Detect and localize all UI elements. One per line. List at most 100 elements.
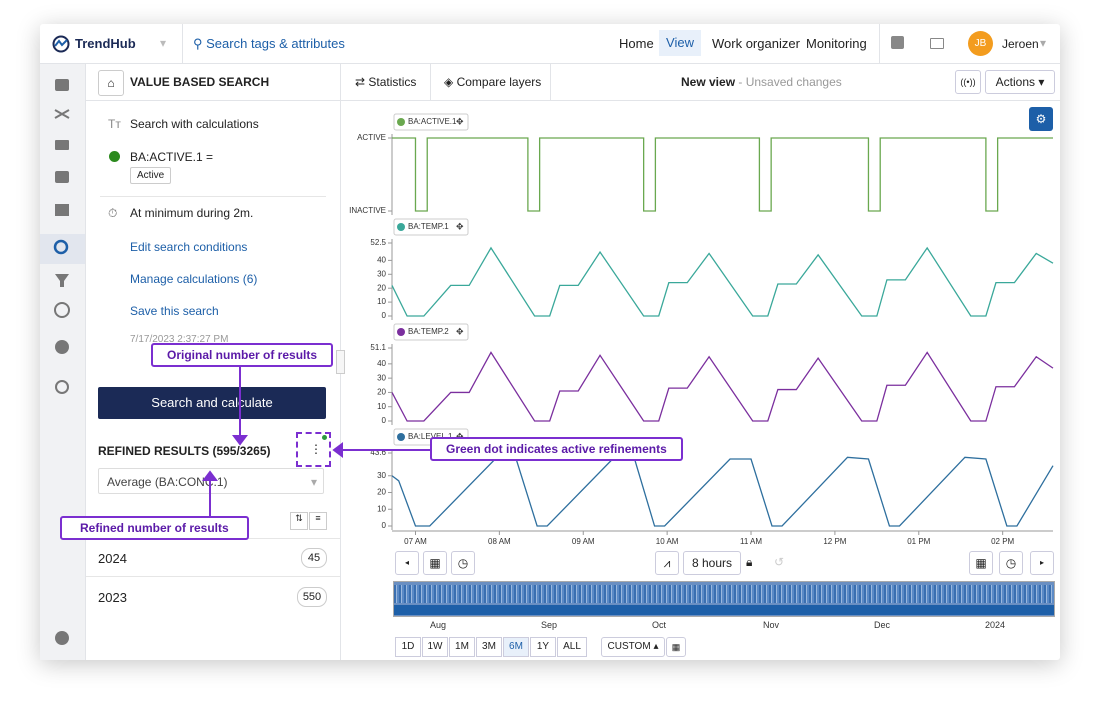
manage-link[interactable]: Manage calculations (6) xyxy=(130,272,258,286)
navigator[interactable] xyxy=(393,581,1055,617)
chart-type-button[interactable]: ⩘ xyxy=(655,551,679,575)
user-name[interactable]: Jeroen xyxy=(1002,37,1039,51)
search-text: Search tags & attributes xyxy=(206,36,345,51)
range-button[interactable]: ALL xyxy=(557,637,587,657)
reset-icon[interactable]: ↺ xyxy=(774,555,785,569)
y-tick-label: 0 xyxy=(382,521,387,530)
user-caret[interactable]: ▾ xyxy=(1040,36,1047,50)
navigator-label: Sep xyxy=(541,620,558,630)
y-tick-label: 10 xyxy=(377,297,386,306)
actions-text: Actions xyxy=(995,75,1035,89)
x-tick-label: 12 PM xyxy=(823,537,846,546)
y-tick-label: 20 xyxy=(377,283,386,292)
mail-icon[interactable] xyxy=(930,38,944,49)
x-tick-label: 11 AM xyxy=(740,537,762,546)
calendar-button[interactable]: ▦ xyxy=(423,551,447,575)
x-tick-label: 02 PM xyxy=(991,537,1014,546)
resize-handle[interactable] xyxy=(336,350,345,374)
nav-view[interactable]: View xyxy=(659,30,701,56)
y-tick-label: 43.6 xyxy=(370,448,386,457)
range-button[interactable]: 1D xyxy=(395,637,421,657)
y-tick-label: 20 xyxy=(377,388,386,397)
range-button[interactable]: 6M xyxy=(503,637,529,657)
separator xyxy=(879,24,880,63)
x-tick-label: 09 AM xyxy=(572,537,595,546)
annotation: Refined number of results xyxy=(60,516,249,540)
range-button[interactable]: 3M xyxy=(476,637,502,657)
home-button[interactable]: ⌂ xyxy=(98,70,124,96)
row-label[interactable]: 2023 xyxy=(98,590,127,605)
navigator-label: Oct xyxy=(652,620,667,630)
separator xyxy=(100,196,326,197)
brand: TrendHub xyxy=(75,36,136,51)
range-button[interactable]: 1M xyxy=(449,637,475,657)
panel-title: VALUE BASED SEARCH xyxy=(130,75,270,89)
statistics[interactable]: ⇄ Statistics xyxy=(355,75,417,89)
custom-calendar[interactable]: ▦ xyxy=(666,637,686,657)
search-button[interactable]: Search and calculate xyxy=(98,387,326,419)
sort-button[interactable]: ≡ xyxy=(309,512,327,530)
row-label[interactable]: 2024 xyxy=(98,551,127,566)
tag-dot xyxy=(397,328,405,336)
side-rail xyxy=(40,64,86,660)
search-tags[interactable]: ⚲ Search tags & attributes xyxy=(193,36,345,51)
logo-icon xyxy=(52,35,70,53)
avatar[interactable]: JB xyxy=(968,31,993,56)
tag-name: BA:TEMP.2 xyxy=(408,327,449,336)
header xyxy=(40,24,1060,64)
annotation: Original number of results xyxy=(151,343,334,367)
range-button[interactable]: 1Y xyxy=(530,637,556,657)
nav-home[interactable]: Home xyxy=(619,36,654,51)
custom-button[interactable]: CUSTOM ▴ xyxy=(601,637,665,657)
calendar-button[interactable]: ▦ xyxy=(969,551,993,575)
tag-name: BA:ACTIVE.1 xyxy=(408,117,457,126)
save-link[interactable]: Save this search xyxy=(130,304,219,318)
navigator-label: Nov xyxy=(763,620,780,630)
clock-button[interactable]: ◷ xyxy=(999,551,1023,575)
compare-text: Compare layers xyxy=(456,75,542,89)
y-tick-label: ACTIVE xyxy=(357,133,386,142)
item: BA:ACTIVE.1 = xyxy=(130,150,214,164)
y-tick-label: 40 xyxy=(377,255,386,264)
y-tick-label: 0 xyxy=(382,311,387,320)
nav-monitoring[interactable]: Monitoring xyxy=(806,36,867,51)
separator xyxy=(86,576,340,577)
tag-move: ✥ xyxy=(456,326,464,336)
tag-move: ✥ xyxy=(456,116,464,126)
separator xyxy=(182,24,183,63)
actions-button[interactable]: Actions ▾ xyxy=(985,70,1055,94)
tag-name: BA:LEVEL.1 xyxy=(408,432,453,441)
y-tick-label: 10 xyxy=(377,402,386,411)
range-button[interactable]: 1W xyxy=(422,637,448,657)
tag-chip xyxy=(393,323,469,341)
edit-link[interactable]: Edit search conditions xyxy=(130,240,248,254)
nav-work-organizer[interactable]: Work organizer xyxy=(712,36,800,51)
prev-button[interactable]: ◂ xyxy=(395,551,419,575)
duration[interactable]: 8 hours xyxy=(683,551,741,575)
timestamp: 7/17/2023 2:37:27 PM xyxy=(130,334,229,345)
help-icon[interactable] xyxy=(891,36,904,49)
statistics-text: Statistics xyxy=(368,75,417,89)
live-button[interactable]: ((•)) xyxy=(955,70,981,94)
clock-button[interactable]: ◷ xyxy=(451,551,475,575)
compare-layers[interactable]: ◈ Compare layers xyxy=(444,75,542,89)
chip: Active xyxy=(130,167,172,184)
trend-line xyxy=(391,246,1054,317)
tag-move: ✥ xyxy=(456,221,464,231)
menu-button[interactable]: ⋮ xyxy=(296,432,331,467)
y-tick-label: 30 xyxy=(377,471,386,480)
x-tick-label: 07 AM xyxy=(404,537,427,546)
next-button[interactable]: ▸ xyxy=(1030,551,1054,575)
brand-caret[interactable]: ▾ xyxy=(160,36,167,50)
navigator-label: Aug xyxy=(430,620,447,630)
item: At minimum during 2m. xyxy=(130,206,254,220)
separator xyxy=(550,64,551,100)
lock-icon[interactable]: 🔒︎ xyxy=(746,555,753,569)
sort-button[interactable]: ⇅ xyxy=(290,512,308,530)
settings-button[interactable]: ⚙ xyxy=(1029,107,1053,131)
y-tick-label: 0 xyxy=(382,416,387,425)
row-count: 45 xyxy=(301,548,327,568)
x-tick-label: 10 AM xyxy=(656,537,679,546)
dropdown-text: Average (BA:CONC.1) xyxy=(107,475,228,489)
